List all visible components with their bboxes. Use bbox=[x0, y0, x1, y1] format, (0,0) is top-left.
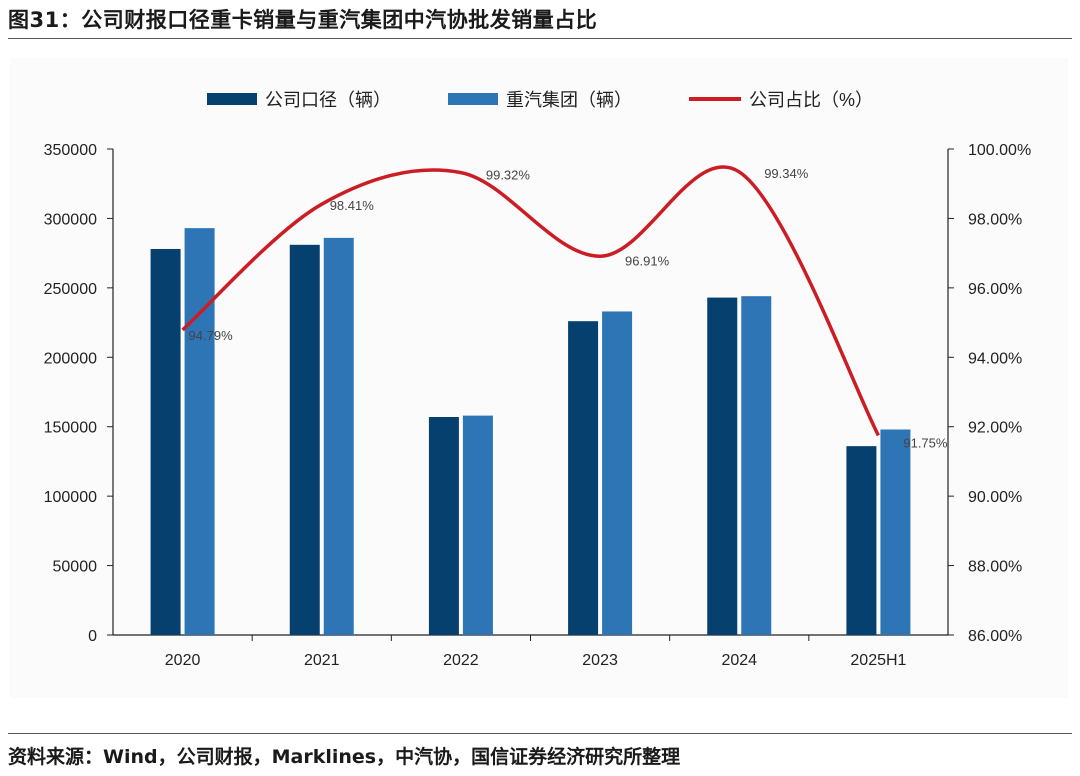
bar-company-2023 bbox=[568, 321, 599, 635]
y-left-tick-label: 150000 bbox=[44, 420, 97, 437]
bar-group-2021 bbox=[323, 237, 354, 635]
y-right-tick-label: 86.00% bbox=[968, 628, 1022, 645]
y-right-tick-label: 98.00% bbox=[968, 211, 1022, 228]
bar-company-2021 bbox=[289, 244, 320, 635]
y-left-tick-label: 250000 bbox=[44, 281, 97, 298]
line-data-label-2021: 98.41% bbox=[330, 198, 375, 213]
legend-swatch-company bbox=[207, 93, 257, 105]
y-left-tick-label: 50000 bbox=[53, 559, 98, 576]
bar-group-2023 bbox=[602, 311, 633, 635]
y-right-tick-label: 96.00% bbox=[968, 281, 1022, 298]
bar-group-2025H1 bbox=[880, 429, 911, 635]
y-left-tick-label: 0 bbox=[88, 628, 97, 645]
y-right-tick-label: 94.00% bbox=[968, 350, 1022, 367]
line-data-label-2023: 96.91% bbox=[625, 253, 670, 268]
y-right-tick-label: 88.00% bbox=[968, 559, 1022, 576]
source-note: 资料来源：Wind，公司财报，Marklines，中汽协，国信证券经济研究所整理 bbox=[8, 746, 681, 768]
x-tick-label: 2020 bbox=[165, 652, 201, 669]
bar-group-2020 bbox=[184, 228, 215, 636]
bar-group-2022 bbox=[462, 415, 493, 635]
y-right-tick-label: 92.00% bbox=[968, 420, 1022, 437]
line-data-label-2022: 99.32% bbox=[486, 168, 531, 183]
line-data-label-2025H1: 91.75% bbox=[903, 435, 948, 450]
figure-title: 图31：公司财报口径重卡销量与重汽集团中汽协批发销量占比 bbox=[8, 8, 598, 32]
y-left-tick-label: 350000 bbox=[44, 142, 97, 159]
bar-company-2020 bbox=[150, 248, 181, 635]
x-tick-label: 2023 bbox=[582, 652, 618, 669]
x-tick-label: 2025H1 bbox=[850, 652, 906, 669]
source-divider bbox=[8, 733, 1072, 734]
legend-label-share: 公司占比（%） bbox=[749, 90, 873, 110]
y-right-tick-label: 100.00% bbox=[968, 142, 1031, 159]
x-tick-label: 2022 bbox=[443, 652, 479, 669]
legend-swatch-group bbox=[448, 93, 498, 105]
x-tick-label: 2021 bbox=[304, 652, 340, 669]
x-tick-label: 2024 bbox=[721, 652, 757, 669]
legend-label-company: 公司口径（辆） bbox=[265, 90, 391, 110]
y-right-tick-label: 90.00% bbox=[968, 489, 1022, 506]
bar-company-2022 bbox=[428, 416, 459, 635]
bar-group-2024 bbox=[741, 296, 772, 635]
line-data-label-2024: 99.34% bbox=[764, 166, 809, 181]
y-left-tick-label: 300000 bbox=[44, 211, 97, 228]
bar-company-2024 bbox=[707, 297, 738, 635]
bar-company-2025H1 bbox=[846, 446, 877, 635]
y-left-tick-label: 100000 bbox=[44, 489, 97, 506]
legend-label-group: 重汽集团（辆） bbox=[506, 90, 632, 110]
line-share-series bbox=[181, 165, 880, 437]
y-left-tick-label: 200000 bbox=[44, 350, 97, 367]
title-divider bbox=[8, 38, 1072, 39]
line-data-label-2020: 94.79% bbox=[189, 328, 234, 343]
